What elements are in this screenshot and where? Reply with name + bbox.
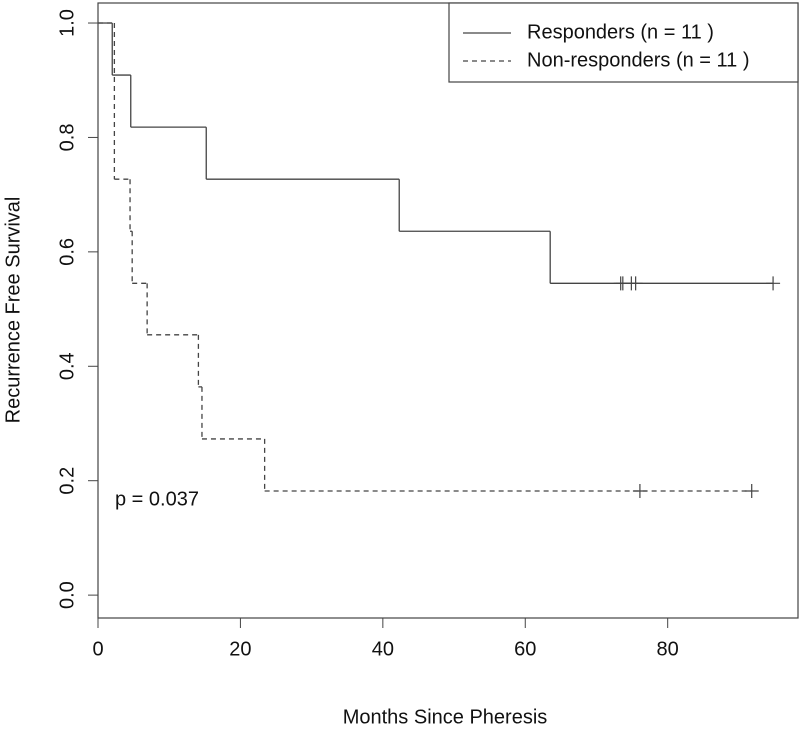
y-axis-label: Recurrence Free Survival bbox=[2, 197, 24, 424]
censor-mark bbox=[766, 276, 781, 291]
censor-mark bbox=[744, 483, 759, 498]
x-tick-label: 40 bbox=[372, 638, 394, 660]
y-tick-label: 0.8 bbox=[56, 124, 78, 152]
x-tick-label: 0 bbox=[92, 638, 103, 660]
x-tick-label: 80 bbox=[657, 638, 679, 660]
legend-label: Non-responders (n = 11 ) bbox=[527, 49, 750, 71]
annotation: p = 0.037 bbox=[115, 488, 199, 510]
y-tick-label: 0.0 bbox=[56, 581, 78, 609]
y-tick-label: 0.2 bbox=[56, 467, 78, 495]
x-tick-label: 60 bbox=[514, 638, 536, 660]
censor-mark bbox=[632, 483, 647, 498]
plot-frame bbox=[97, 2, 799, 619]
y-tick-label: 0.4 bbox=[56, 352, 78, 380]
x-tick-label: 20 bbox=[229, 638, 251, 660]
legend-label: Responders (n = 11 ) bbox=[527, 21, 714, 43]
x-axis-label: Months Since Pheresis bbox=[343, 706, 548, 728]
censor-mark bbox=[628, 276, 643, 291]
y-tick-label: 0.6 bbox=[56, 238, 78, 266]
legend-box bbox=[448, 2, 799, 83]
y-tick-label: 1.0 bbox=[56, 9, 78, 37]
